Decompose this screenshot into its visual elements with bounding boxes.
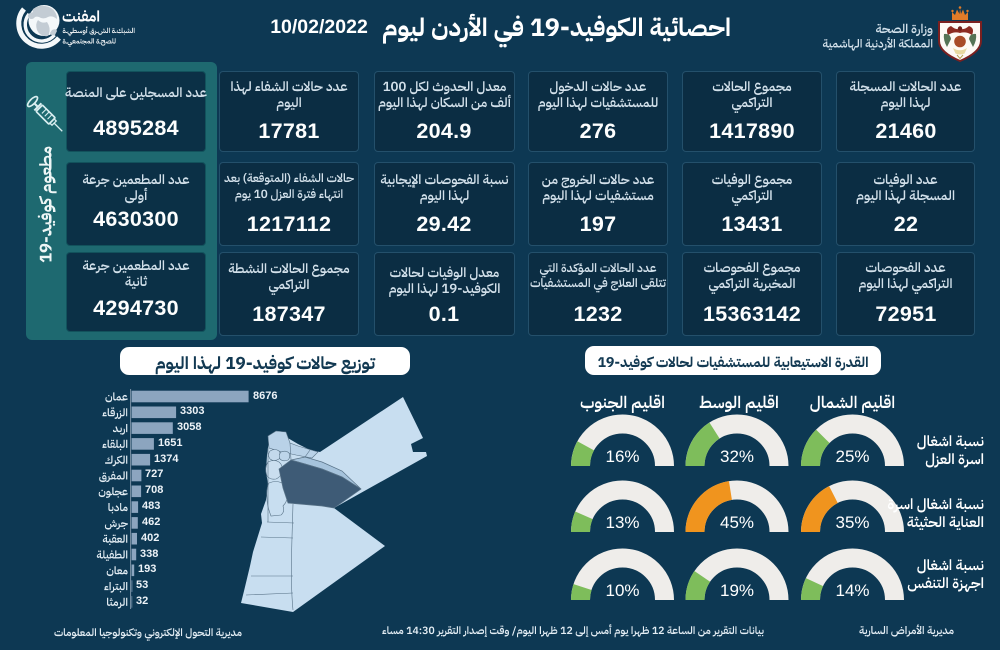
svg-text:35%: 35% (835, 513, 869, 532)
svg-text:10%: 10% (605, 581, 639, 600)
svg-text:14%: 14% (835, 581, 869, 600)
svg-text:19%: 19% (720, 581, 754, 600)
svg-text:13%: 13% (605, 513, 639, 532)
svg-text:16%: 16% (605, 447, 639, 466)
svg-text:45%: 45% (720, 513, 754, 532)
svg-text:25%: 25% (835, 447, 869, 466)
svg-text:32%: 32% (720, 447, 754, 466)
